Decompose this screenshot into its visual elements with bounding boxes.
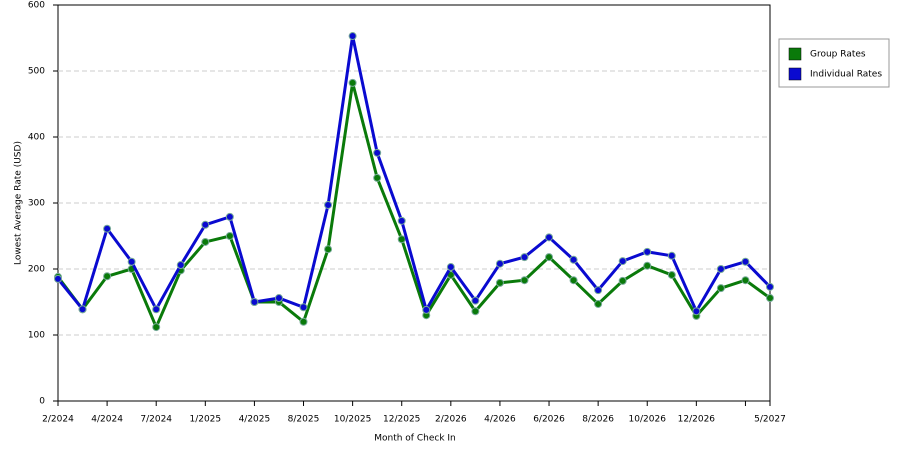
data-point bbox=[766, 282, 774, 291]
data-point bbox=[103, 224, 112, 233]
data-point bbox=[495, 278, 504, 287]
x-tick-label: 7/2024 bbox=[140, 415, 172, 425]
data-point bbox=[692, 307, 701, 316]
data-point bbox=[103, 272, 112, 281]
data-point bbox=[594, 299, 603, 308]
legend-swatch bbox=[788, 67, 802, 81]
data-point bbox=[569, 276, 578, 285]
data-point bbox=[594, 286, 603, 295]
x-tick-label: 10/2026 bbox=[629, 415, 667, 425]
series-line bbox=[56, 35, 772, 315]
x-tick-label: 2/2024 bbox=[42, 415, 74, 425]
data-point bbox=[643, 261, 652, 270]
y-tick-label: 0 bbox=[39, 397, 45, 407]
legend-label: Individual Rates bbox=[810, 70, 882, 80]
x-tick-label: 4/2026 bbox=[484, 415, 516, 425]
data-point bbox=[667, 251, 676, 260]
y-tick-label: 500 bbox=[28, 67, 45, 77]
data-point bbox=[225, 212, 234, 221]
data-point bbox=[520, 276, 529, 285]
x-tick-label: 12/2025 bbox=[383, 415, 420, 425]
data-point bbox=[397, 235, 406, 244]
data-point bbox=[446, 263, 455, 272]
data-point bbox=[471, 296, 480, 305]
data-point bbox=[618, 257, 627, 266]
data-point bbox=[545, 233, 554, 242]
data-point bbox=[618, 276, 627, 285]
data-point bbox=[397, 216, 406, 225]
data-point bbox=[299, 303, 308, 312]
x-tick-label: 5/2027 bbox=[754, 415, 786, 425]
data-point bbox=[299, 317, 308, 326]
data-point bbox=[643, 247, 652, 256]
data-point bbox=[324, 200, 333, 209]
data-point bbox=[667, 270, 676, 279]
data-point bbox=[545, 253, 554, 262]
legend-swatch bbox=[788, 47, 802, 61]
data-point bbox=[78, 305, 87, 314]
data-point bbox=[274, 294, 283, 303]
data-point bbox=[324, 245, 333, 254]
data-point bbox=[422, 305, 431, 314]
data-point bbox=[716, 265, 725, 273]
data-point bbox=[520, 253, 529, 262]
data-point bbox=[54, 274, 62, 283]
data-point bbox=[373, 148, 382, 157]
data-point bbox=[152, 305, 161, 314]
data-point bbox=[201, 237, 210, 246]
x-tick-label: 8/2026 bbox=[582, 415, 614, 425]
y-tick-label: 200 bbox=[28, 265, 45, 275]
data-point bbox=[569, 255, 578, 264]
x-tick-label: 12/2026 bbox=[678, 415, 716, 425]
data-point bbox=[348, 78, 357, 87]
data-point bbox=[495, 259, 504, 268]
x-tick-label: 1/2025 bbox=[189, 415, 221, 425]
x-tick-label: 2/2026 bbox=[435, 415, 467, 425]
data-point bbox=[741, 276, 750, 285]
data-point bbox=[127, 257, 136, 266]
data-point bbox=[741, 257, 750, 266]
data-point bbox=[373, 173, 382, 182]
x-tick-label: 8/2025 bbox=[288, 415, 320, 425]
y-tick-label: 100 bbox=[28, 331, 45, 341]
data-point bbox=[152, 323, 161, 332]
y-tick-label: 300 bbox=[28, 199, 45, 209]
y-tick-label: 400 bbox=[28, 133, 45, 143]
data-point bbox=[716, 284, 725, 293]
data-point bbox=[471, 307, 480, 316]
data-point bbox=[250, 298, 259, 306]
data-point bbox=[225, 232, 234, 240]
x-tick-label: 4/2024 bbox=[91, 415, 123, 425]
data-point bbox=[348, 32, 357, 41]
series-line bbox=[56, 82, 771, 331]
data-point bbox=[766, 294, 774, 303]
x-axis-title: Month of Check In bbox=[374, 434, 456, 444]
y-axis-title: Lowest Average Rate (USD) bbox=[14, 141, 24, 265]
data-point bbox=[176, 261, 185, 270]
legend-label: Group Rates bbox=[810, 50, 866, 60]
x-tick-label: 10/2025 bbox=[334, 415, 371, 425]
data-point bbox=[201, 220, 210, 229]
y-tick-label: 600 bbox=[28, 1, 45, 11]
x-tick-label: 4/2025 bbox=[239, 415, 271, 425]
x-tick-label: 6/2026 bbox=[533, 415, 565, 425]
